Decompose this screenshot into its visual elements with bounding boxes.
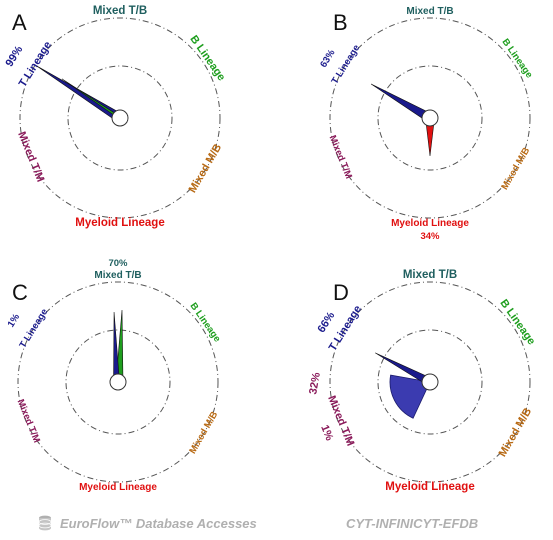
panel-letter: D — [333, 280, 349, 305]
label-mixed-mb: Mixed M/B — [187, 410, 220, 456]
label-mixed-tb: Mixed T/B — [94, 270, 141, 281]
center-hub — [421, 109, 439, 127]
panel-letter: C — [12, 280, 28, 305]
inner-circle — [67, 65, 173, 171]
label-mixed-tb: Mixed T/B — [406, 6, 453, 17]
label-mixed-mb: Mixed M/B — [497, 406, 535, 459]
wedge-b-lineage — [61, 78, 122, 120]
label-t-lineage: T Lineage — [329, 43, 362, 86]
wedge-mixed-tm — [389, 374, 431, 419]
label-mixed-tb: Mixed T/B — [403, 269, 457, 281]
percent-t: 99% — [4, 44, 26, 69]
outer-circle — [329, 281, 531, 483]
center-hub — [109, 373, 127, 391]
panel-b: B Mixed T/B B Lineage Mixed M/B Myeloid Line… — [318, 6, 534, 242]
footer-left-text: EuroFlow™ Database Accesses — [60, 515, 257, 531]
label-myeloid: Myeloid Lineage — [79, 482, 157, 493]
percent-t: 1% — [6, 311, 23, 329]
outer-circle — [17, 281, 219, 483]
inner-circle — [377, 65, 483, 171]
label-mixed-tm: Mixed T/M — [15, 130, 46, 184]
outer-circle — [329, 17, 531, 219]
inner-circle — [377, 329, 483, 435]
panel-d: D Mixed T/B B Lineage Mixed M/B Myeloid Line… — [307, 269, 537, 493]
panel-letter: A — [12, 10, 27, 35]
label-myeloid: Myeloid Lineage — [75, 217, 164, 229]
footer-right-text: CYT-INFINICYT-EFDB — [346, 515, 479, 531]
percent-t: 63% — [318, 47, 338, 69]
wedge-t-lineage — [36, 65, 123, 123]
label-t-lineage: T Lineage — [17, 39, 54, 89]
center-hub — [111, 109, 129, 127]
percent-myeloid: 34% — [420, 231, 440, 242]
label-mixed-tm: Mixed T/M — [15, 398, 42, 445]
label-b-lineage: B Lineage — [187, 33, 227, 83]
wedge-mixed-tb — [113, 312, 120, 383]
panel-a: A Mixed T/B B Lineage Mixed M/B Myeloid Line… — [4, 5, 228, 229]
label-b-lineage: B Lineage — [188, 301, 223, 345]
label-myeloid: Myeloid Lineage — [385, 481, 474, 493]
label-b-lineage: B Lineage — [497, 297, 537, 347]
footer-database-accesses: EuroFlow™ Database Accesses — [38, 512, 257, 534]
inner-circle — [65, 329, 171, 435]
label-mixed-tb: Mixed T/B — [93, 5, 147, 17]
percent-mixed-tm-lower: 1% — [318, 423, 335, 442]
center-hub — [421, 373, 439, 391]
label-mixed-mb: Mixed M/B — [187, 142, 225, 195]
label-myeloid: Myeloid Lineage — [391, 218, 469, 229]
panel-letter: B — [333, 10, 348, 35]
percent-mixed-tb: 70% — [108, 258, 128, 269]
label-t-lineage: T Lineage — [17, 307, 50, 350]
label-t-lineage: T Lineage — [327, 303, 364, 353]
label-b-lineage: B Lineage — [500, 37, 535, 81]
percent-t: 66% — [316, 310, 338, 335]
panel-c: C Mixed T/B B Lineage Mixed M/B Myeloid Line… — [6, 258, 223, 493]
outer-circle — [19, 17, 221, 219]
percent-mixed-tm-upper: 32% — [307, 371, 323, 395]
label-mixed-mb: Mixed M/B — [499, 146, 532, 192]
label-mixed-tm: Mixed T/M — [327, 134, 354, 181]
database-icon — [38, 515, 52, 531]
footer-source: CYT-INFINICYT-EFDB — [346, 512, 478, 534]
